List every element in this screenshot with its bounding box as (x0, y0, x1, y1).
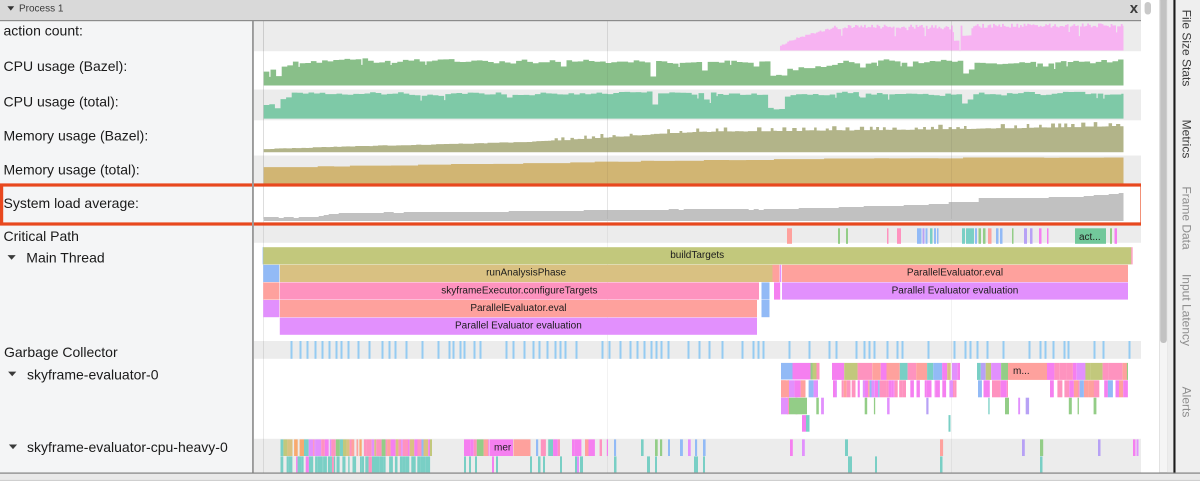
svg-text:Critical Path: Critical Path (4, 228, 79, 244)
svg-text:Parallel Evaluator evaluation: Parallel Evaluator evaluation (455, 321, 582, 332)
svg-text:ParallelEvaluator.eval: ParallelEvaluator.eval (470, 303, 566, 314)
svg-text:Garbage Collector: Garbage Collector (4, 344, 118, 360)
svg-text:Input Latency: Input Latency (1180, 274, 1194, 346)
svg-text:Frame Data: Frame Data (1180, 186, 1194, 250)
svg-text:mer: mer (494, 442, 512, 453)
svg-text:act...: act... (1079, 232, 1101, 243)
svg-text:m...: m... (1013, 366, 1030, 377)
svg-text:Memory usage (Bazel):: Memory usage (Bazel): (4, 128, 149, 144)
svg-text:buildTargets: buildTargets (670, 250, 724, 261)
svg-text:ParallelEvaluator.eval: ParallelEvaluator.eval (907, 268, 1003, 279)
svg-text:Memory usage (total):: Memory usage (total): (4, 161, 140, 177)
svg-text:Main Thread: Main Thread (26, 250, 104, 266)
svg-text:skyframe-evaluator-cpu-heavy-0: skyframe-evaluator-cpu-heavy-0 (27, 439, 228, 455)
svg-text:Metrics: Metrics (1180, 120, 1194, 159)
svg-text:x: x (1130, 0, 1139, 17)
svg-text:skyframe-evaluator-0: skyframe-evaluator-0 (27, 367, 159, 383)
svg-text:action count:: action count: (4, 23, 83, 39)
svg-text:CPU usage (Bazel):: CPU usage (Bazel): (4, 58, 128, 74)
svg-text:skyframeExecutor.configureTarg: skyframeExecutor.configureTargets (441, 285, 597, 296)
svg-text:Alerts: Alerts (1180, 387, 1194, 418)
svg-text:runAnalysisPhase: runAnalysisPhase (486, 268, 566, 279)
svg-text:Process 1: Process 1 (19, 3, 64, 14)
svg-text:File Size Stats: File Size Stats (1180, 10, 1194, 87)
svg-text:Parallel Evaluator evaluation: Parallel Evaluator evaluation (892, 285, 1019, 296)
svg-text:System load average:: System load average: (4, 195, 139, 211)
svg-text:CPU usage (total):: CPU usage (total): (4, 93, 119, 109)
